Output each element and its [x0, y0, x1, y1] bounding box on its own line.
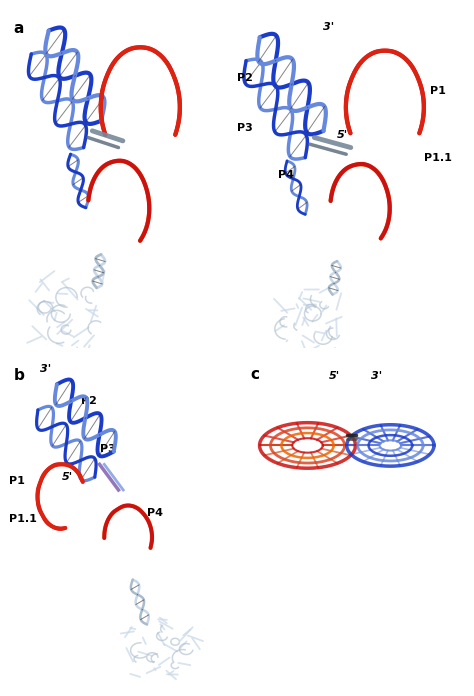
Text: 5': 5': [62, 473, 73, 482]
Text: P2: P2: [81, 395, 96, 406]
Text: P1: P1: [9, 475, 25, 486]
Text: P3: P3: [237, 123, 253, 133]
Text: 3': 3': [323, 22, 335, 32]
Text: c: c: [251, 367, 260, 382]
Text: P1.1: P1.1: [424, 153, 451, 163]
Text: P1.1: P1.1: [9, 514, 37, 524]
Text: P3: P3: [100, 443, 115, 454]
Text: 5': 5': [337, 129, 348, 139]
Text: 3': 3': [40, 363, 51, 374]
Text: P2: P2: [237, 73, 253, 83]
Text: b: b: [14, 368, 25, 383]
Text: P4: P4: [147, 507, 163, 518]
Text: P1: P1: [430, 86, 446, 96]
Text: 5': 5': [329, 371, 340, 381]
Text: a: a: [14, 21, 24, 35]
Text: 3': 3': [371, 371, 382, 381]
Text: P4: P4: [278, 170, 294, 180]
